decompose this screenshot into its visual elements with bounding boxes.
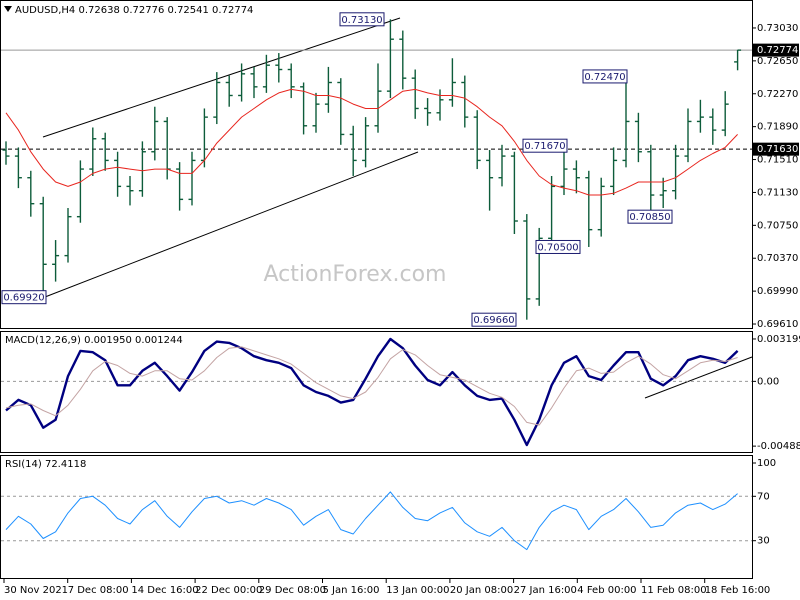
x-tick-label: 4 Feb 00:00 — [577, 585, 636, 596]
series-line — [5, 88, 738, 196]
y-tick-label: -0.004887 — [757, 441, 800, 452]
level-label-box — [753, 142, 799, 156]
level-label-box — [753, 43, 799, 57]
y-tick-label: 0.72650 — [757, 56, 798, 67]
y-tick-label: 70 — [757, 491, 770, 502]
y-tick-label: 0.69990 — [757, 286, 798, 297]
annotation-label: 0.70850 — [629, 212, 670, 223]
x-tick-label: 29 Dec 08:00 — [259, 585, 326, 596]
annotation-box — [339, 12, 385, 27]
x-tick-label: 22 Dec 00:00 — [195, 585, 262, 596]
level-label: 0.71630 — [757, 144, 798, 155]
x-tick-label: 5 Jan 16:00 — [323, 585, 380, 596]
annotation-label: 0.70500 — [537, 242, 578, 253]
macd-title: MACD(12,26,9) 0.001950 0.001244 — [5, 335, 183, 346]
y-tick-label: 0.00 — [757, 376, 779, 387]
annotation-box — [582, 69, 628, 84]
annotation-box — [471, 312, 517, 327]
x-tick-label: 20 Jan 08:00 — [450, 585, 513, 596]
annotation-box — [535, 239, 581, 254]
y-tick-label: 0.003199 — [757, 334, 800, 345]
macd-panel-frame — [0, 331, 753, 453]
y-tick-label: 0.71130 — [757, 187, 798, 198]
channel-upper — [42, 17, 401, 138]
x-tick-label: 14 Dec 16:00 — [131, 585, 198, 596]
x-tick-label: 7 Dec 08:00 — [68, 585, 129, 596]
y-tick-label: 0.70370 — [757, 253, 798, 264]
price-panel-frame — [0, 0, 753, 329]
x-tick-label: 27 Jan 16:00 — [514, 585, 577, 596]
y-tick-label: 0.72270 — [757, 89, 798, 100]
y-tick-label: 0.73030 — [757, 23, 798, 34]
x-tick-label: 18 Feb 16:00 — [705, 585, 771, 596]
x-tick-label: 13 Jan 00:00 — [386, 585, 449, 596]
annotation-box — [1, 290, 47, 305]
level-label: 0.72774 — [757, 45, 798, 56]
annotation-label: 0.69920 — [3, 293, 44, 304]
annotation-label: 0.73130 — [341, 15, 382, 26]
rsi-panel-frame — [0, 455, 753, 579]
annotation-box — [522, 138, 568, 153]
annotation-label: 0.71670 — [524, 141, 565, 152]
rsi-title: RSI(14) 72.4118 — [5, 459, 86, 470]
series-line — [5, 346, 738, 426]
price-title: AUDUSD,H4 0.72638 0.72776 0.72541 0.7277… — [15, 5, 253, 16]
y-tick-label: 0.70750 — [757, 220, 798, 231]
header-icon — [4, 6, 12, 12]
y-tick-label: 0.71890 — [757, 122, 798, 133]
watermark: ActionForex.com — [264, 262, 447, 287]
series-line — [5, 337, 739, 447]
series-line — [5, 491, 738, 551]
plot-layer: 0.73030 0.72650 0.72270 0.71890 0.71510 0.711… — [1, 12, 800, 596]
annotation-label: 0.72470 — [584, 72, 625, 83]
y-tick-label: 30 — [757, 536, 770, 547]
channel-lower — [44, 151, 419, 298]
x-tick-label: 30 Nov 2021 — [4, 585, 68, 596]
y-tick-label: 0.71510 — [757, 155, 798, 166]
macd-trendline — [644, 356, 753, 399]
y-tick-label: 100 — [757, 458, 776, 469]
annotation-box — [627, 209, 673, 224]
annotation-label: 0.69660 — [473, 315, 514, 326]
y-tick-label: 0.69610 — [757, 319, 798, 330]
x-tick-label: 11 Feb 08:00 — [641, 585, 707, 596]
